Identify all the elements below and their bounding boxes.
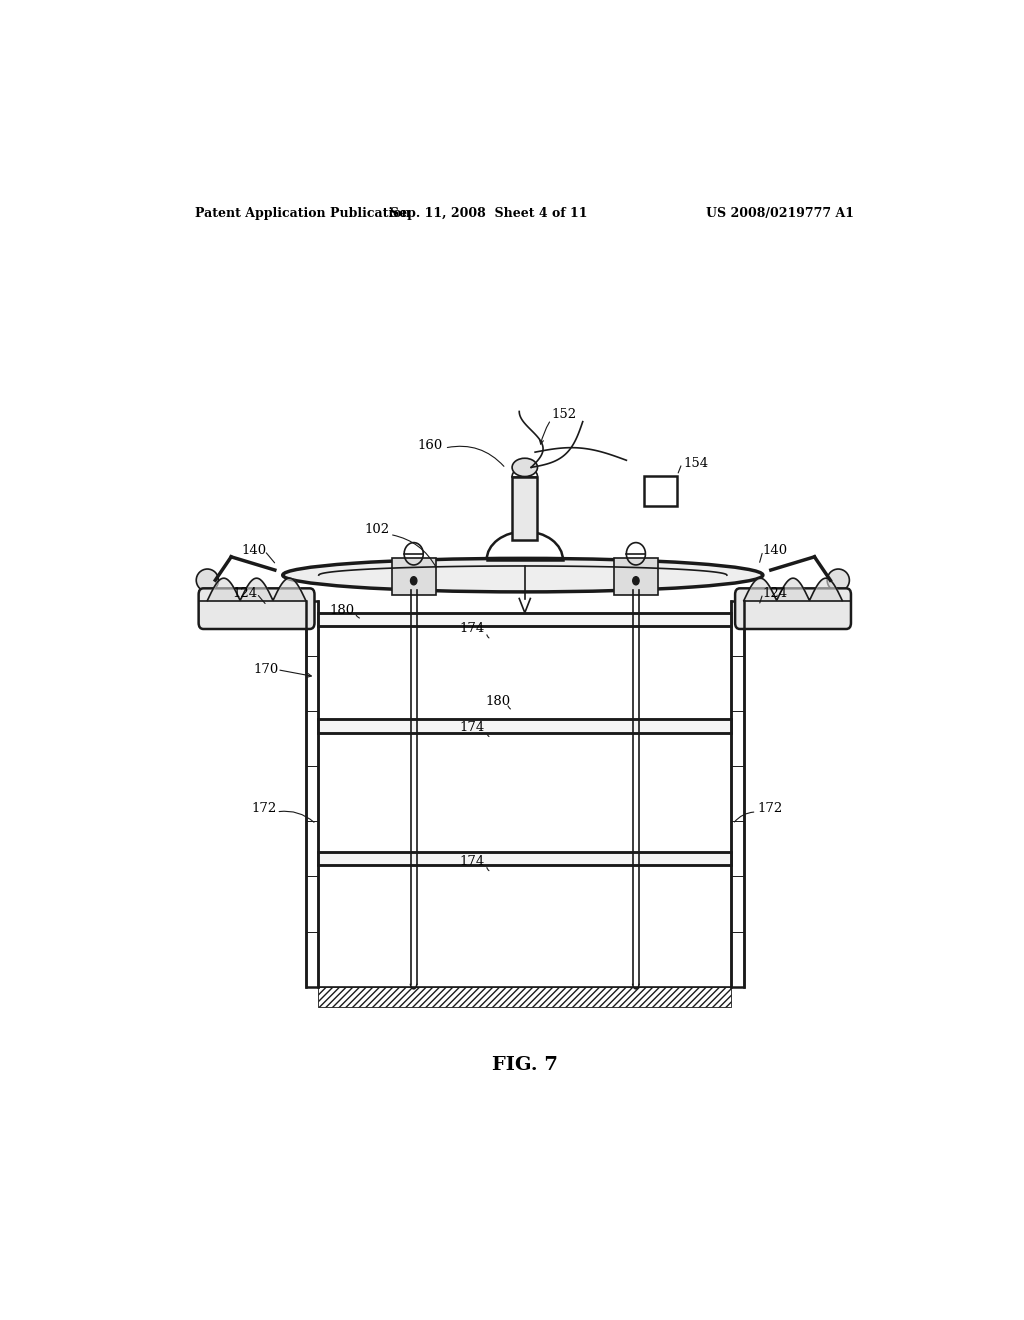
Ellipse shape bbox=[283, 558, 763, 591]
Text: 172: 172 bbox=[758, 803, 782, 816]
FancyBboxPatch shape bbox=[735, 589, 851, 630]
Bar bbox=[318, 719, 731, 733]
Bar bbox=[318, 612, 731, 626]
Text: 124: 124 bbox=[763, 587, 788, 599]
Bar bbox=[512, 477, 538, 540]
Ellipse shape bbox=[197, 569, 218, 591]
Ellipse shape bbox=[512, 458, 538, 477]
Text: 140: 140 bbox=[763, 544, 788, 557]
Text: 174: 174 bbox=[460, 721, 485, 734]
Text: 124: 124 bbox=[232, 587, 258, 599]
Text: Patent Application Publication: Patent Application Publication bbox=[196, 207, 411, 220]
Circle shape bbox=[633, 577, 639, 585]
Ellipse shape bbox=[827, 569, 849, 591]
Text: 152: 152 bbox=[551, 408, 577, 421]
Bar bbox=[743, 601, 850, 620]
Text: 174: 174 bbox=[460, 623, 485, 635]
Text: 180: 180 bbox=[485, 694, 510, 708]
Text: FIG. 7: FIG. 7 bbox=[492, 1056, 558, 1074]
Bar bbox=[614, 558, 657, 595]
Text: 170: 170 bbox=[253, 663, 279, 676]
Text: Sep. 11, 2008  Sheet 4 of 11: Sep. 11, 2008 Sheet 4 of 11 bbox=[390, 207, 588, 220]
Text: 154: 154 bbox=[684, 457, 709, 470]
Bar bbox=[731, 601, 743, 987]
Bar bbox=[392, 558, 435, 595]
Text: 174: 174 bbox=[460, 855, 485, 869]
Text: 160: 160 bbox=[418, 438, 443, 451]
Text: 180: 180 bbox=[330, 605, 354, 618]
Circle shape bbox=[411, 577, 417, 585]
Bar bbox=[200, 601, 306, 620]
FancyBboxPatch shape bbox=[199, 589, 314, 630]
Text: 140: 140 bbox=[242, 544, 266, 557]
Bar bbox=[318, 987, 731, 1007]
Bar bbox=[644, 475, 677, 506]
Text: 102: 102 bbox=[365, 523, 389, 536]
Bar bbox=[318, 851, 731, 865]
Bar bbox=[306, 601, 318, 987]
Text: 172: 172 bbox=[251, 803, 276, 816]
Text: US 2008/0219777 A1: US 2008/0219777 A1 bbox=[707, 207, 854, 220]
